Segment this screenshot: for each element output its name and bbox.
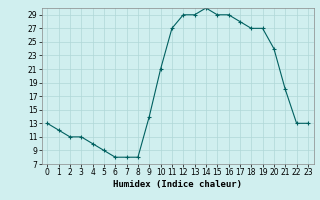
- X-axis label: Humidex (Indice chaleur): Humidex (Indice chaleur): [113, 180, 242, 189]
